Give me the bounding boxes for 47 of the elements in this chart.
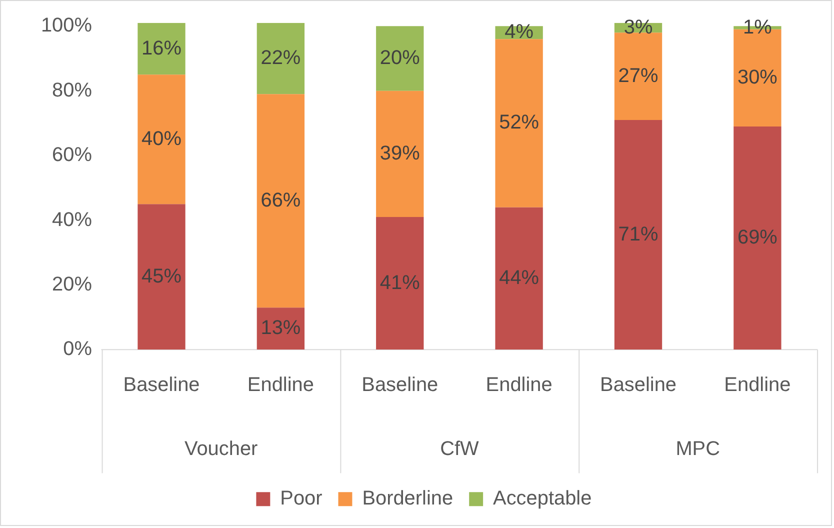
data-label: 52% (499, 112, 540, 134)
data-label: 39% (380, 142, 420, 164)
data-label: 13% (260, 317, 301, 340)
bar (376, 90, 424, 218)
data-label: 22% (260, 47, 301, 69)
x-tick-label: Endline (724, 374, 791, 396)
y-tick-label: 80% (52, 79, 92, 102)
data-label: 27% (618, 64, 658, 87)
legend-label: Poor (280, 488, 323, 510)
bar (138, 22, 186, 75)
data-label: 44% (499, 267, 540, 289)
data-label: 71% (618, 223, 658, 246)
data-label: 66% (260, 189, 301, 212)
y-tick-label: 40% (52, 208, 92, 231)
y-tick-label: 100% (40, 14, 92, 37)
bar (376, 26, 424, 91)
x-tick-label: Baseline (123, 374, 200, 396)
bar (614, 32, 662, 120)
x-tick-label: Endline (486, 374, 552, 396)
legend-label: Borderline (362, 488, 454, 510)
x-tick-label: Baseline (362, 374, 438, 396)
data-label: 41% (380, 272, 420, 294)
y-tick-label: 0% (63, 338, 92, 360)
data-label: 20% (380, 47, 420, 69)
bar (376, 217, 424, 350)
data-label: 40% (142, 128, 182, 150)
y-tick-label: 20% (52, 273, 92, 296)
bar (256, 94, 305, 308)
text: CfW (440, 438, 480, 460)
bar (495, 207, 543, 350)
text: MPC (676, 438, 720, 460)
data-label: 30% (737, 66, 778, 88)
bar (138, 204, 186, 350)
data-label: 69% (737, 226, 778, 249)
data-label: 4% (504, 21, 534, 44)
x-tick-label: Endline (247, 374, 314, 396)
bar (138, 74, 186, 204)
bar (256, 22, 305, 94)
text: Voucher (184, 438, 258, 460)
y-tick-label: 60% (52, 144, 92, 166)
bar (734, 126, 782, 350)
bar (614, 120, 662, 350)
bar (495, 39, 543, 208)
x-tick-label: Baseline (600, 374, 676, 396)
data-label: 16% (142, 37, 182, 60)
data-label: 45% (142, 265, 182, 288)
legend-label: Acceptable (493, 488, 592, 510)
